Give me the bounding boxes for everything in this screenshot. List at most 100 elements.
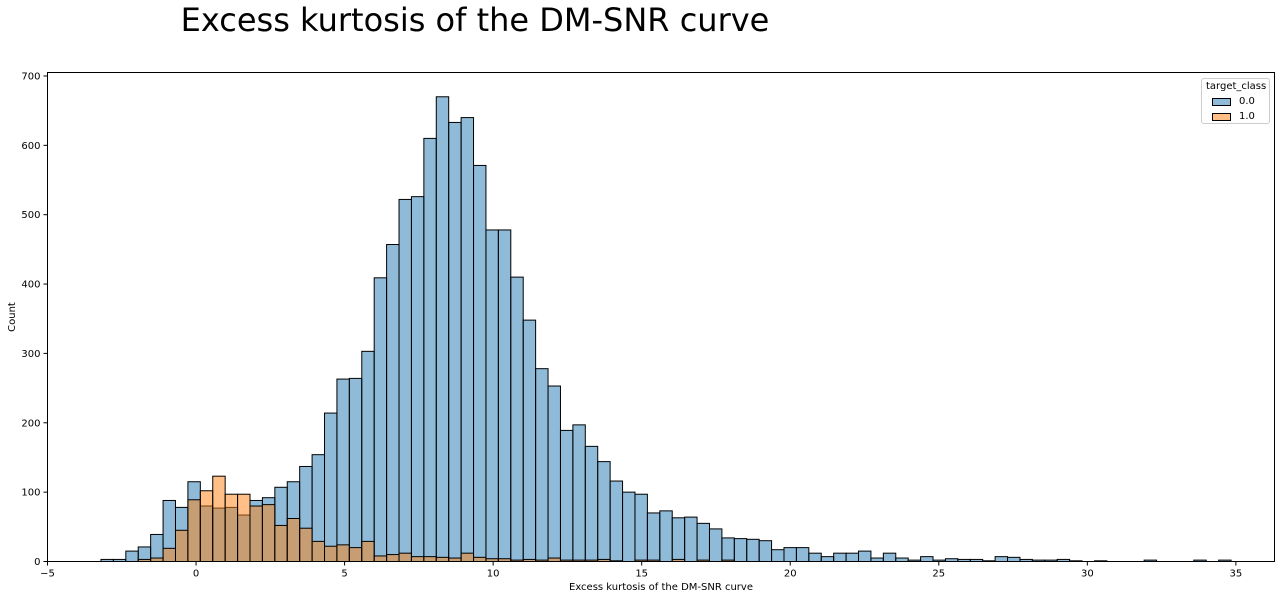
chart-title: Excess kurtosis of the DM-SNR curve [180,1,770,39]
bar-1-8 [199,490,214,563]
bar-1-36 [547,557,561,563]
bar-1-25 [410,556,425,562]
bar-1-18 [324,545,338,562]
bar-1-10 [224,493,239,562]
bar-0-42 [622,491,636,563]
bar-1-26 [423,556,437,562]
bar-1-22 [373,555,388,562]
bar-1-7 [187,499,201,563]
bar-0-27 [435,96,450,563]
bar-1-12 [249,505,263,563]
bar-0-34 [522,319,537,562]
bar-1-17 [311,540,326,563]
bar-0-50 [721,537,735,562]
legend-swatch-1 [1212,113,1231,121]
x-tick-label-7: 30 [1081,569,1094,580]
x-tick-label-2: 5 [341,569,347,580]
bar-0-59 [833,552,847,562]
bar-1-16 [299,527,313,562]
bar-0-55 [783,547,797,563]
bar-1-27 [435,556,450,563]
x-tick-label-5: 20 [784,569,797,580]
bar-1-6 [174,529,189,562]
bar-0-48 [696,522,710,563]
bar-0-46 [671,517,686,562]
bar-0-30 [473,164,487,563]
bar-1-5 [162,547,176,563]
plot-area-frame [47,72,1275,562]
bar-0-51 [733,538,748,563]
bar-0-37 [559,429,574,562]
bar-0-38 [572,424,586,562]
bar-0-39 [584,445,599,563]
x-axis-label: Excess kurtosis of the DM-SNR curve [569,582,753,593]
bar-1-28 [448,557,462,563]
bar-1-24 [398,552,412,562]
bar-1-15 [286,517,301,562]
bar-1-29 [460,552,475,562]
y-tick-label-6: 600 [21,141,40,152]
legend-label-1: 1.0 [1239,111,1255,122]
legend-swatch-0 [1212,98,1231,106]
bar-0-45 [659,510,673,563]
legend: target_class 0.0 1.0 [1201,78,1270,124]
bar-0-23 [386,244,400,562]
bar-1-21 [361,540,375,563]
bar-1-14 [274,524,288,562]
x-tick-label-4: 15 [635,569,648,580]
x-tick-label-6: 25 [932,569,945,580]
y-tick-label-5: 500 [21,210,40,221]
y-tick-label-7: 700 [21,71,40,82]
bar-0-56 [795,547,810,563]
y-tick-label-1: 100 [21,488,40,499]
bar-0-60 [845,552,860,562]
bar-0-19 [336,378,350,563]
bar-0-35 [535,368,549,562]
bar-0-31 [485,229,499,563]
bar-0-64 [895,557,909,563]
bar-0-44 [646,512,661,563]
bar-0-40 [597,461,611,562]
bar-0-63 [882,552,897,562]
bar-0-29 [460,117,475,562]
bar-0-66 [920,556,934,562]
y-axis-label: Count [7,302,18,332]
bar-0-32 [497,229,512,563]
bar-0-28 [448,121,462,562]
bar-1-20 [348,547,363,563]
legend-title: target_class [1206,81,1267,92]
bar-0-61 [858,550,872,563]
x-axis: −5 0 5 10 15 20 25 30 35 [40,561,1243,580]
bar-0-52 [746,538,760,563]
bar-0-62 [870,557,884,563]
bar-0-21 [361,350,375,562]
y-axis: 0 100 200 300 400 500 600 700 [21,71,48,568]
bar-0-20 [348,377,363,562]
bar-0-54 [771,549,785,562]
x-tick-label-1: 0 [193,569,199,580]
bar-0-24 [398,198,412,562]
bar-0-33 [510,276,524,562]
bar-1-13 [261,504,276,563]
y-tick-label-2: 200 [21,418,40,429]
bar-1-23 [386,554,400,563]
bar-0-53 [758,540,773,562]
bar-1-9 [212,475,226,563]
bar-1-4 [150,557,164,563]
bar-0-25 [410,196,425,562]
bar-1-11 [237,493,251,562]
y-tick-label-3: 300 [21,349,40,360]
bar-1-30 [473,556,487,563]
bar-0-49 [708,528,723,563]
bar-0-26 [423,137,437,562]
x-tick-label-8: 35 [1230,569,1243,580]
bar-0-2 [125,550,139,563]
bar-0-57 [808,552,822,562]
x-tick-label-0: −5 [40,569,55,580]
bar-0-72 [994,556,1009,562]
bar-0-22 [373,277,388,562]
series-0-bars [100,96,1232,563]
bar-0-43 [634,493,648,562]
bar-0-36 [547,385,561,562]
